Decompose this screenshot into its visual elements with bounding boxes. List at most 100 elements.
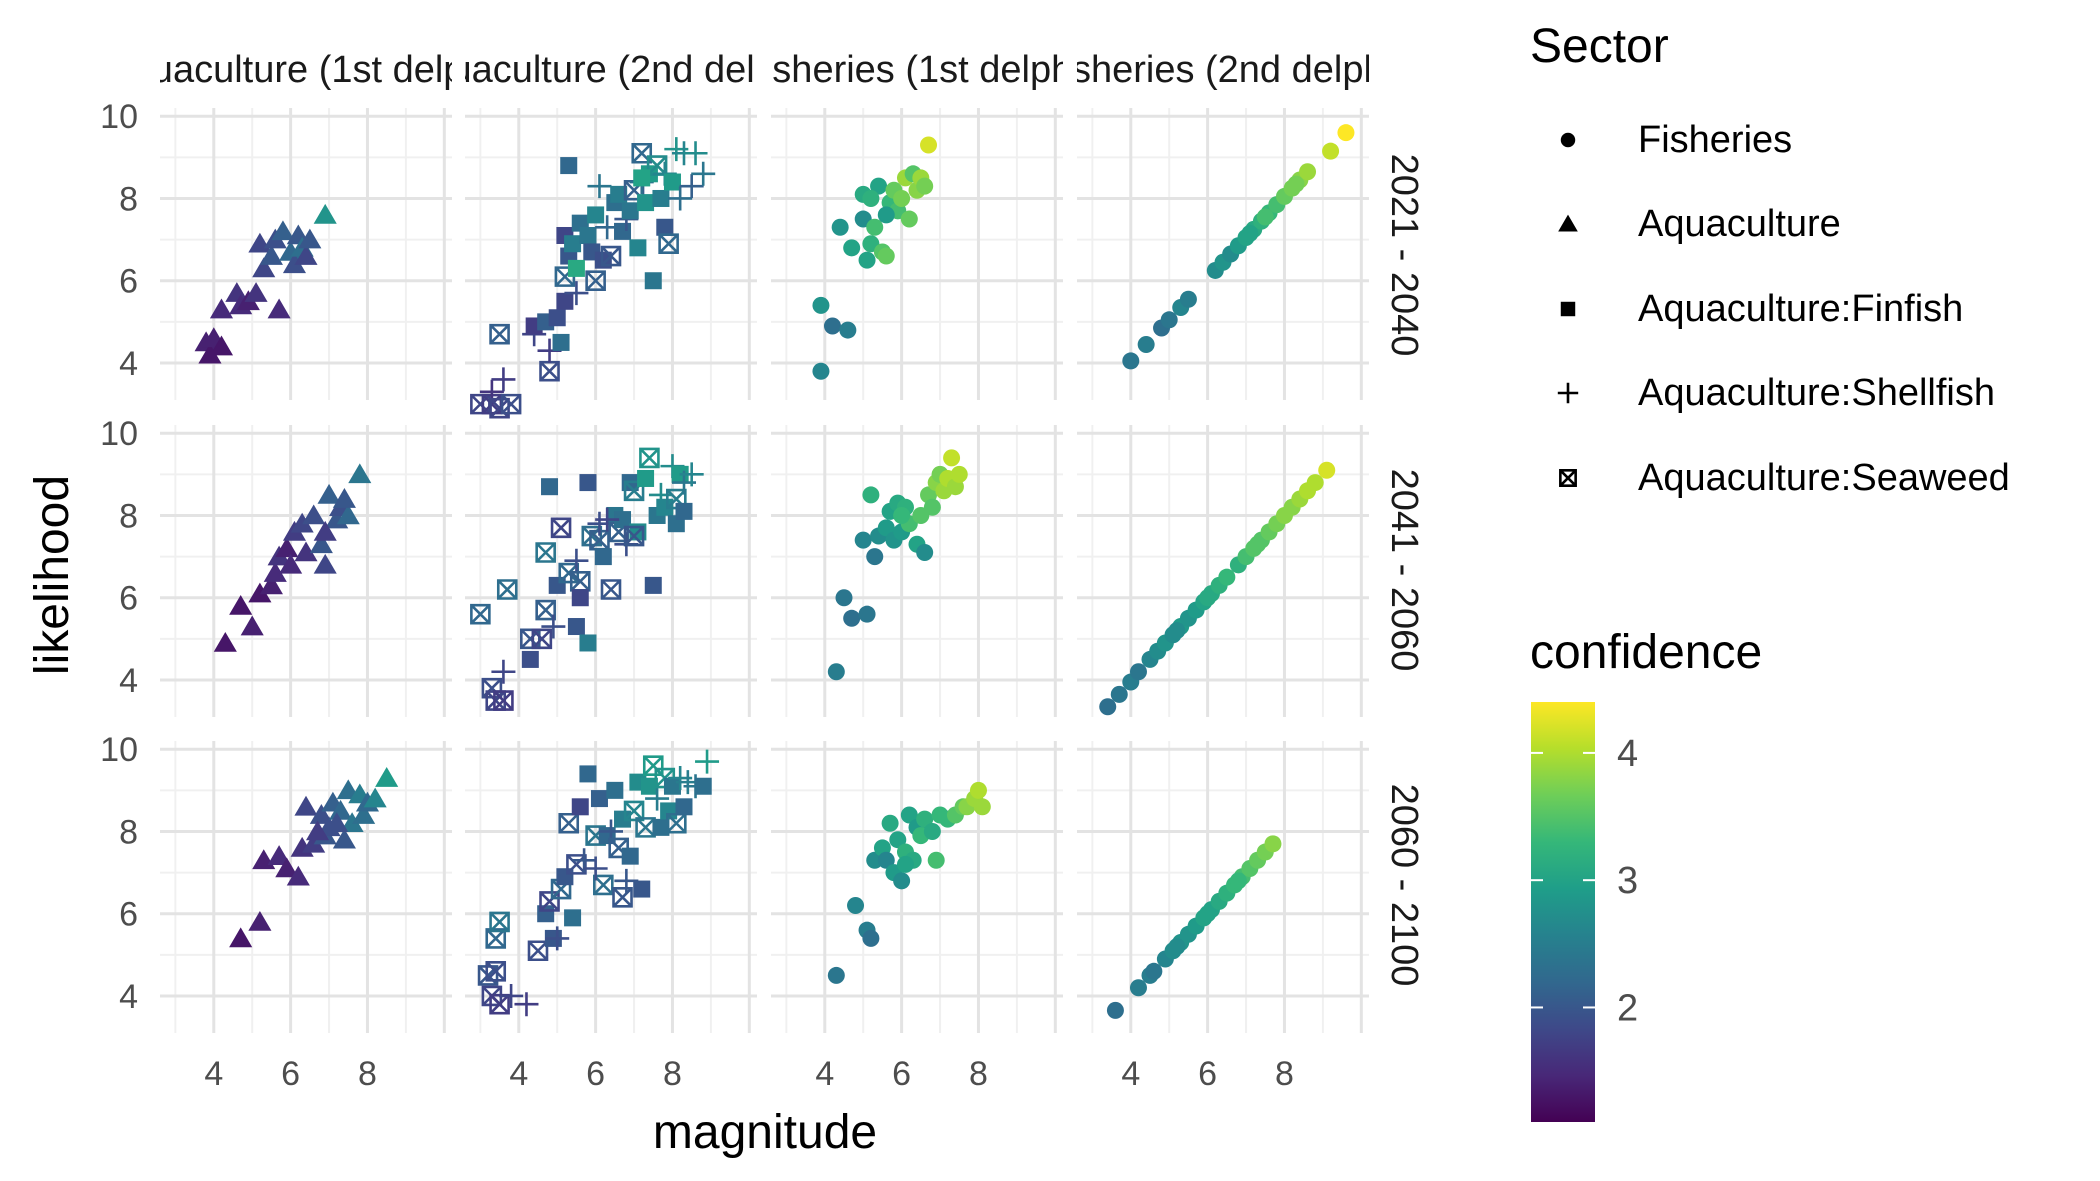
data-point-circle — [900, 806, 918, 824]
data-point-circle — [1337, 124, 1355, 142]
data-point-triangle — [309, 804, 333, 824]
sector-legend-label: Fisheries — [1638, 119, 1792, 161]
data-point-square — [629, 239, 647, 257]
data-point-square — [567, 259, 585, 277]
x-tick-label: 4 — [204, 1055, 223, 1093]
data-point-boxx — [550, 517, 572, 539]
data-point-circle — [1179, 290, 1197, 308]
data-point-triangle — [298, 228, 322, 249]
x-tick-label: 6 — [586, 1055, 605, 1093]
data-point-circle — [831, 218, 849, 236]
data-point-circle — [854, 531, 872, 549]
data-point-square — [579, 765, 597, 783]
sector-legend: Sector Fisheries Aquaculture Aquaculture… — [1530, 20, 2010, 499]
data-point-plus — [514, 992, 539, 1017]
data-point-triangle — [198, 343, 222, 364]
data-point-square — [614, 222, 632, 240]
data-point-circle — [1168, 938, 1186, 956]
facet-panel — [465, 425, 757, 717]
data-point-boxx — [500, 393, 522, 415]
data-point-circle — [877, 851, 895, 869]
x-tick-label: 6 — [1198, 1055, 1217, 1093]
facet-panel: 4 6 8 — [1077, 741, 1369, 1093]
data-point-triangle — [363, 787, 387, 808]
data-point-boxx — [600, 579, 622, 600]
data-point-square — [610, 185, 628, 203]
data-point-boxx — [489, 911, 510, 933]
x-tick-label: 8 — [663, 1055, 682, 1093]
data-point-triangle — [244, 282, 268, 302]
data-point-square — [633, 169, 651, 187]
data-point-plus — [645, 786, 670, 811]
data-point-square — [579, 474, 597, 492]
data-point-square — [663, 173, 681, 191]
x-tick-label: 6 — [281, 1055, 300, 1093]
data-point-circle — [835, 589, 853, 607]
data-point-triangle — [294, 541, 318, 562]
panel-points — [477, 749, 720, 1017]
data-point-circle — [927, 851, 945, 869]
data-point-square — [571, 589, 589, 607]
data-point-circle — [893, 506, 911, 524]
data-point-plus — [691, 161, 716, 186]
data-point-square — [621, 202, 639, 220]
data-point-plus — [545, 926, 570, 951]
data-point-plus — [595, 507, 620, 532]
y-tick-label: 8 — [119, 180, 138, 218]
row-strip-label: 2060 - 2100 — [1383, 784, 1425, 987]
data-point-square — [656, 498, 674, 516]
data-point-circle — [866, 548, 884, 566]
colorbar-tick-label: 2 — [1617, 987, 1638, 1029]
data-point-boxx — [612, 886, 633, 908]
sector-legend-title: Sector — [1530, 20, 1669, 73]
data-point-circle — [862, 929, 880, 947]
data-point-square — [621, 847, 639, 865]
data-point-square — [571, 798, 589, 816]
data-point-square — [675, 798, 693, 816]
data-point-plus — [683, 141, 708, 166]
facet-panel — [771, 425, 1063, 717]
data-point-square — [590, 790, 608, 808]
colorbar-ticks: 2 3 4 — [1531, 733, 1638, 1029]
facet-panel — [771, 108, 1063, 400]
data-point-triangle — [290, 512, 314, 533]
data-point-triangle — [348, 463, 372, 484]
data-point-square — [637, 469, 655, 487]
data-point-square — [587, 206, 605, 224]
data-point-triangle — [248, 582, 272, 603]
data-point-boxx — [535, 542, 556, 563]
data-point-boxx — [535, 599, 556, 621]
data-point-boxx — [485, 961, 507, 982]
data-point-triangle — [332, 828, 356, 849]
data-point-circle — [1306, 474, 1324, 492]
data-point-circle — [969, 781, 987, 799]
data-point-circle — [1218, 568, 1236, 586]
data-point-triangle — [271, 220, 295, 241]
data-point-circle — [839, 321, 857, 339]
data-point-square — [637, 194, 655, 212]
data-point-circle — [943, 449, 961, 467]
data-point-circle — [916, 177, 934, 195]
y-tick-label: 4 — [119, 662, 138, 700]
data-point-triangle — [309, 533, 333, 554]
sector-legend-label: Aquaculture — [1638, 203, 1841, 245]
panel-points — [1099, 461, 1336, 716]
y-tick-label: 6 — [119, 580, 138, 618]
data-point-circle — [877, 206, 895, 224]
panel-background — [771, 741, 1063, 1033]
column-strip-label: Fisheries (2nd delphi) — [1040, 49, 1405, 91]
data-point-plus — [541, 614, 566, 639]
data-point-boxx — [600, 245, 622, 267]
y-tick-label: 10 — [100, 415, 138, 453]
panel-background — [771, 108, 1063, 400]
column-strip-label: Aquaculture (2nd delphi) — [404, 49, 818, 91]
data-point-triangle — [282, 253, 307, 274]
data-point-triangle — [313, 520, 337, 541]
data-point-boxx — [623, 525, 645, 547]
data-point-square — [663, 777, 681, 795]
data-point-circle — [877, 519, 895, 537]
panel-points — [470, 447, 704, 711]
facet-panels: 4 6 8 10 4 6 8 10 4 6 8 10 4 6 8 4 6 8 4 6 8 4 6 8 — [100, 98, 1369, 1093]
data-point-triangle — [332, 488, 356, 508]
data-point-boxx — [566, 854, 587, 875]
